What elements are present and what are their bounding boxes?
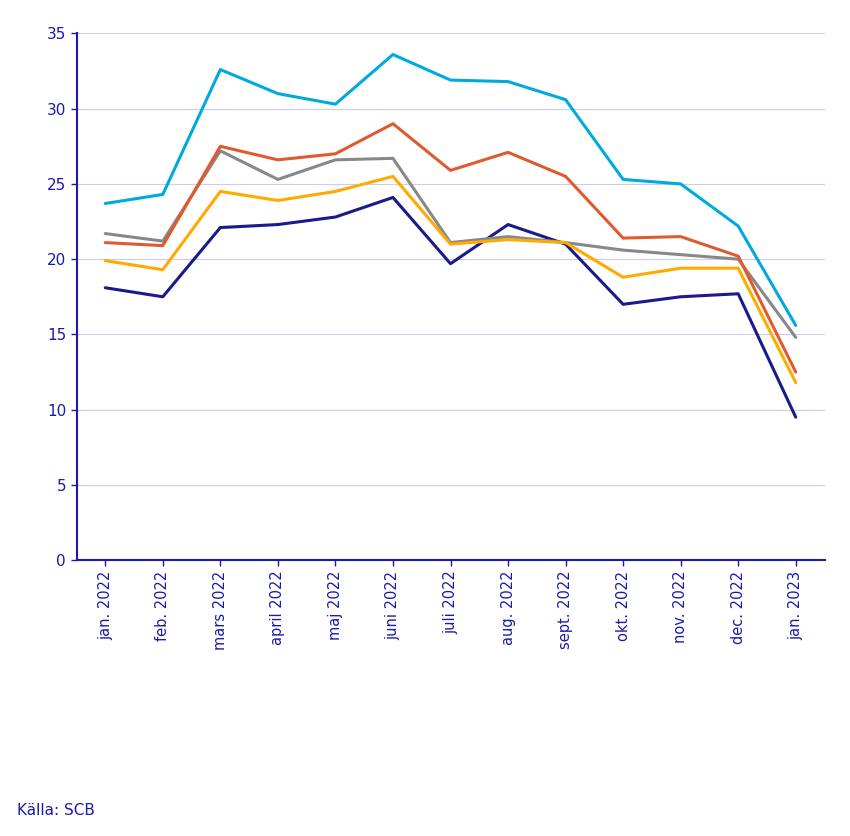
Producentprisindex <box>215 186 225 196</box>
Prisindex för inhemsk tillgång <box>733 251 743 261</box>
Importprisindex <box>733 221 743 231</box>
Exportprisindex <box>158 236 168 246</box>
Hemmamarknadsprisindex <box>790 412 801 422</box>
Importprisindex <box>100 198 110 208</box>
Hemmamarknadsprisindex <box>445 258 456 268</box>
Prisindex för inhemsk tillgång <box>100 237 110 247</box>
Producentprisindex <box>733 263 743 273</box>
Producentprisindex <box>388 171 398 181</box>
Producentprisindex <box>676 263 686 273</box>
Hemmamarknadsprisindex <box>331 212 341 222</box>
Prisindex för inhemsk tillgång <box>215 141 225 151</box>
Hemmamarknadsprisindex <box>618 299 628 309</box>
Producentprisindex <box>790 378 801 388</box>
Hemmamarknadsprisindex <box>560 239 570 249</box>
Importprisindex <box>273 89 283 99</box>
Prisindex för inhemsk tillgång <box>331 149 341 159</box>
Prisindex för inhemsk tillgång <box>273 155 283 165</box>
Hemmamarknadsprisindex <box>158 292 168 302</box>
Exportprisindex <box>503 232 513 242</box>
Importprisindex <box>618 175 628 185</box>
Exportprisindex <box>676 250 686 260</box>
Exportprisindex <box>560 237 570 247</box>
Producentprisindex <box>100 256 110 266</box>
Prisindex för inhemsk tillgång <box>158 241 168 251</box>
Importprisindex <box>445 75 456 85</box>
Exportprisindex <box>273 175 283 185</box>
Importprisindex <box>388 49 398 59</box>
Exportprisindex <box>445 237 456 247</box>
Text: Källa: SCB: Källa: SCB <box>17 803 95 818</box>
Producentprisindex <box>503 235 513 245</box>
Producentprisindex <box>445 239 456 249</box>
Hemmamarknadsprisindex <box>215 222 225 232</box>
Importprisindex <box>790 320 801 330</box>
Line: Importprisindex: Importprisindex <box>105 54 796 325</box>
Importprisindex <box>503 77 513 87</box>
Prisindex för inhemsk tillgång <box>388 119 398 129</box>
Importprisindex <box>331 99 341 110</box>
Hemmamarknadsprisindex <box>273 220 283 230</box>
Prisindex för inhemsk tillgång <box>790 367 801 377</box>
Hemmamarknadsprisindex <box>733 288 743 298</box>
Producentprisindex <box>560 237 570 247</box>
Prisindex för inhemsk tillgång <box>560 171 570 181</box>
Hemmamarknadsprisindex <box>503 220 513 230</box>
Prisindex för inhemsk tillgång <box>445 166 456 176</box>
Importprisindex <box>560 94 570 104</box>
Producentprisindex <box>158 265 168 275</box>
Exportprisindex <box>790 333 801 343</box>
Prisindex för inhemsk tillgång <box>618 233 628 243</box>
Exportprisindex <box>618 245 628 255</box>
Producentprisindex <box>618 273 628 283</box>
Producentprisindex <box>331 186 341 196</box>
Hemmamarknadsprisindex <box>100 283 110 293</box>
Exportprisindex <box>100 228 110 238</box>
Line: Prisindex för inhemsk tillgång: Prisindex för inhemsk tillgång <box>105 124 796 372</box>
Exportprisindex <box>215 145 225 155</box>
Hemmamarknadsprisindex <box>388 192 398 202</box>
Exportprisindex <box>733 254 743 264</box>
Line: Hemmamarknadsprisindex: Hemmamarknadsprisindex <box>105 197 796 417</box>
Importprisindex <box>215 64 225 74</box>
Prisindex för inhemsk tillgång <box>503 147 513 157</box>
Exportprisindex <box>388 153 398 163</box>
Producentprisindex <box>273 196 283 206</box>
Importprisindex <box>158 190 168 200</box>
Hemmamarknadsprisindex <box>676 292 686 302</box>
Exportprisindex <box>331 155 341 165</box>
Prisindex för inhemsk tillgång <box>676 232 686 242</box>
Importprisindex <box>676 179 686 189</box>
Line: Exportprisindex: Exportprisindex <box>105 150 796 338</box>
Line: Producentprisindex: Producentprisindex <box>105 176 796 383</box>
